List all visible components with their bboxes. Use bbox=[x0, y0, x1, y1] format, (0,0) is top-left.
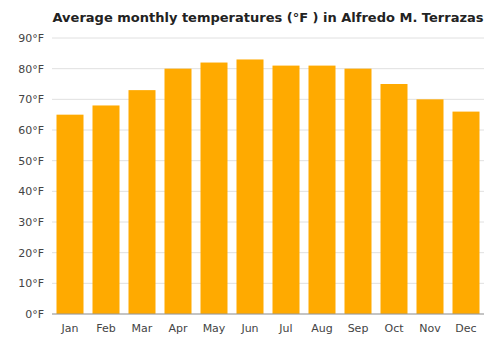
bar bbox=[129, 90, 156, 314]
bar bbox=[237, 59, 264, 314]
bars bbox=[57, 59, 480, 314]
x-tick-label: Nov bbox=[419, 322, 441, 335]
y-axis: 0°F 10°F 20°F 30°F 40°F 50°F 60°F 70°F 80°F 90°F bbox=[18, 32, 44, 321]
bar bbox=[309, 66, 336, 314]
y-tick-label: 90°F bbox=[18, 32, 44, 45]
grid-line bbox=[52, 68, 484, 69]
x-tick-label: Jan bbox=[61, 322, 79, 335]
chart: Average monthly temperatures (°F ) in Al… bbox=[0, 0, 500, 350]
y-tick-label: 80°F bbox=[18, 63, 44, 76]
bar bbox=[381, 84, 408, 314]
x-tick-label: Aug bbox=[311, 322, 332, 335]
y-tick-label: 10°F bbox=[18, 277, 44, 290]
x-tick-label: Feb bbox=[96, 322, 115, 335]
grid-line bbox=[52, 314, 484, 315]
x-axis: Jan Feb Mar Apr May Jun Jul Aug Sep Oct Nov Dec bbox=[52, 314, 484, 335]
bar bbox=[201, 63, 228, 314]
x-tick-label: May bbox=[203, 322, 226, 335]
grid-line bbox=[52, 38, 484, 39]
y-tick-label: 0°F bbox=[25, 308, 44, 321]
x-tick-label: Oct bbox=[384, 322, 404, 335]
bar bbox=[165, 69, 192, 314]
y-tick-label: 40°F bbox=[18, 185, 44, 198]
bar bbox=[345, 69, 372, 314]
y-tick-label: 20°F bbox=[18, 247, 44, 260]
bar bbox=[57, 115, 84, 314]
bar bbox=[93, 105, 120, 314]
bar bbox=[273, 66, 300, 314]
y-tick-label: 50°F bbox=[18, 155, 44, 168]
x-tick-label: Dec bbox=[455, 322, 476, 335]
grid bbox=[52, 38, 484, 314]
x-tick-label: Sep bbox=[348, 322, 369, 335]
bar bbox=[453, 112, 480, 314]
x-axis-line bbox=[52, 314, 484, 315]
y-tick-label: 30°F bbox=[18, 216, 44, 229]
x-tick-label: Mar bbox=[132, 322, 153, 335]
bar bbox=[417, 99, 444, 314]
x-tick-label: Jul bbox=[278, 322, 292, 335]
title: Average monthly temperatures (°F ) in Al… bbox=[53, 10, 484, 25]
y-tick-label: 70°F bbox=[18, 93, 44, 106]
x-tick-label: Jun bbox=[240, 322, 258, 335]
y-tick-label: 60°F bbox=[18, 124, 44, 137]
x-tick-label: Apr bbox=[168, 322, 188, 335]
